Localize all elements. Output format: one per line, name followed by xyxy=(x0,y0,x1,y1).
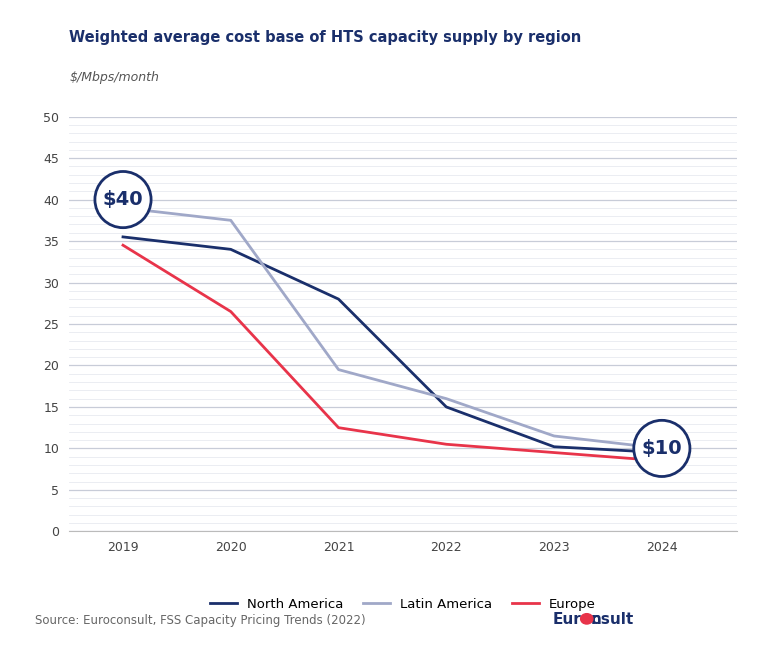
Text: $/Mbps/month: $/Mbps/month xyxy=(69,71,159,84)
Text: Weighted average cost base of HTS capacity supply by region: Weighted average cost base of HTS capaci… xyxy=(69,30,581,45)
Text: $10: $10 xyxy=(641,439,682,458)
Text: Source: Euroconsult, FSS Capacity Pricing Trends (2022): Source: Euroconsult, FSS Capacity Pricin… xyxy=(35,614,366,627)
Text: $40: $40 xyxy=(103,190,144,209)
Legend: North America, Latin America, Europe: North America, Latin America, Europe xyxy=(205,592,601,616)
Text: Euroc: Euroc xyxy=(553,612,601,627)
Text: nsult: nsult xyxy=(591,612,634,627)
